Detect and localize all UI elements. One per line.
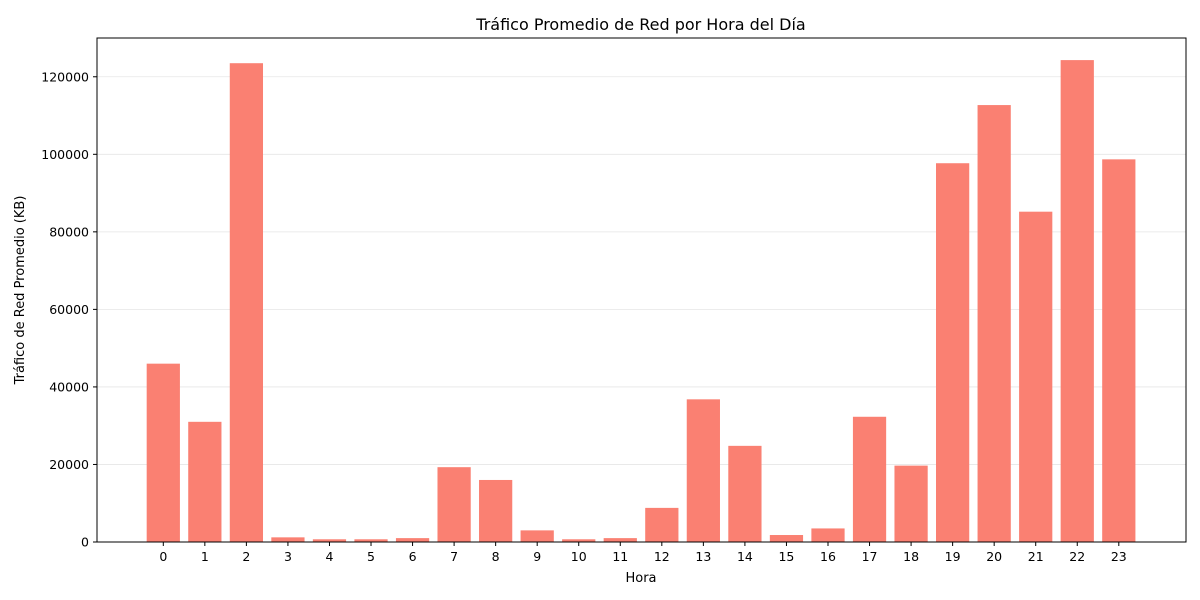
bar-hour-1 — [188, 421, 222, 542]
x-tick-label: 2 — [242, 549, 250, 564]
x-tick-label: 13 — [695, 549, 711, 564]
bar-hour-19 — [936, 163, 970, 542]
x-tick-label: 19 — [945, 549, 961, 564]
x-tick-label: 16 — [820, 549, 836, 564]
chart-title: Tráfico Promedio de Red por Hora del Día — [475, 15, 805, 34]
y-tick-label: 120000 — [41, 69, 89, 84]
bar-hour-11 — [603, 538, 637, 542]
bar-hour-6 — [395, 538, 430, 542]
x-axis-ticks: 0 1 2 3 4 5 6 7 8 9 10 11 12 13 14 15 16 17 18 19 20 21 22 23 — [159, 542, 1127, 564]
x-tick-label: 10 — [571, 549, 587, 564]
bar-hour-18 — [894, 465, 928, 542]
bar-hour-22 — [1060, 60, 1094, 543]
bar-hour-16 — [811, 528, 845, 542]
x-tick-label: 3 — [284, 549, 292, 564]
bar-hour-3 — [271, 537, 305, 542]
x-axis-label: Hora — [625, 571, 656, 586]
x-tick-label: 14 — [737, 549, 753, 564]
x-tick-label: 17 — [862, 549, 878, 564]
bar-hour-17 — [852, 416, 887, 542]
y-tick-label: 40000 — [49, 379, 89, 394]
x-tick-label: 9 — [533, 549, 541, 564]
bar-hour-14 — [728, 445, 762, 542]
bar-hour-2 — [229, 63, 264, 542]
y-tick-label: 80000 — [49, 224, 89, 239]
bar-hour-10 — [562, 539, 596, 542]
bar-hour-7 — [437, 467, 471, 542]
y-tick-label: 0 — [81, 535, 89, 550]
bar-hour-12 — [645, 507, 679, 542]
plot-area-frame — [96, 37, 1187, 543]
x-tick-label: 23 — [1111, 549, 1127, 564]
y-axis-ticks: 0 20000 40000 60000 80000 100000 120000 — [41, 69, 97, 550]
x-tick-label: 1 — [201, 549, 209, 564]
x-tick-label: 6 — [409, 549, 417, 564]
x-tick-label: 18 — [903, 549, 919, 564]
x-tick-label: 7 — [450, 549, 458, 564]
bar-hour-9 — [520, 530, 554, 542]
x-tick-label: 0 — [159, 549, 167, 564]
y-axis-label: Tráfico de Red Promedio (KB) — [13, 196, 28, 386]
y-tick-label: 20000 — [49, 457, 89, 472]
x-tick-label: 20 — [986, 549, 1002, 564]
bar-hour-4 — [312, 539, 347, 542]
x-tick-label: 21 — [1028, 549, 1044, 564]
bar-hour-13 — [686, 399, 720, 542]
bar-hour-15 — [769, 535, 804, 542]
x-tick-label: 11 — [612, 549, 628, 564]
bar-hour-8 — [479, 479, 513, 542]
x-tick-label: 22 — [1069, 549, 1085, 564]
bars — [146, 60, 1136, 543]
bar-hour-21 — [1019, 211, 1053, 542]
x-tick-label: 8 — [492, 549, 500, 564]
bar-hour-5 — [354, 539, 388, 542]
y-tick-label: 60000 — [49, 302, 89, 317]
x-tick-label: 5 — [367, 549, 375, 564]
x-tick-label: 15 — [778, 549, 794, 564]
x-tick-label: 4 — [325, 549, 333, 564]
bar-hour-0 — [146, 363, 180, 542]
x-tick-label: 12 — [654, 549, 670, 564]
bar-hour-20 — [977, 105, 1011, 542]
y-tick-label: 100000 — [41, 147, 89, 162]
bar-hour-23 — [1102, 159, 1136, 542]
